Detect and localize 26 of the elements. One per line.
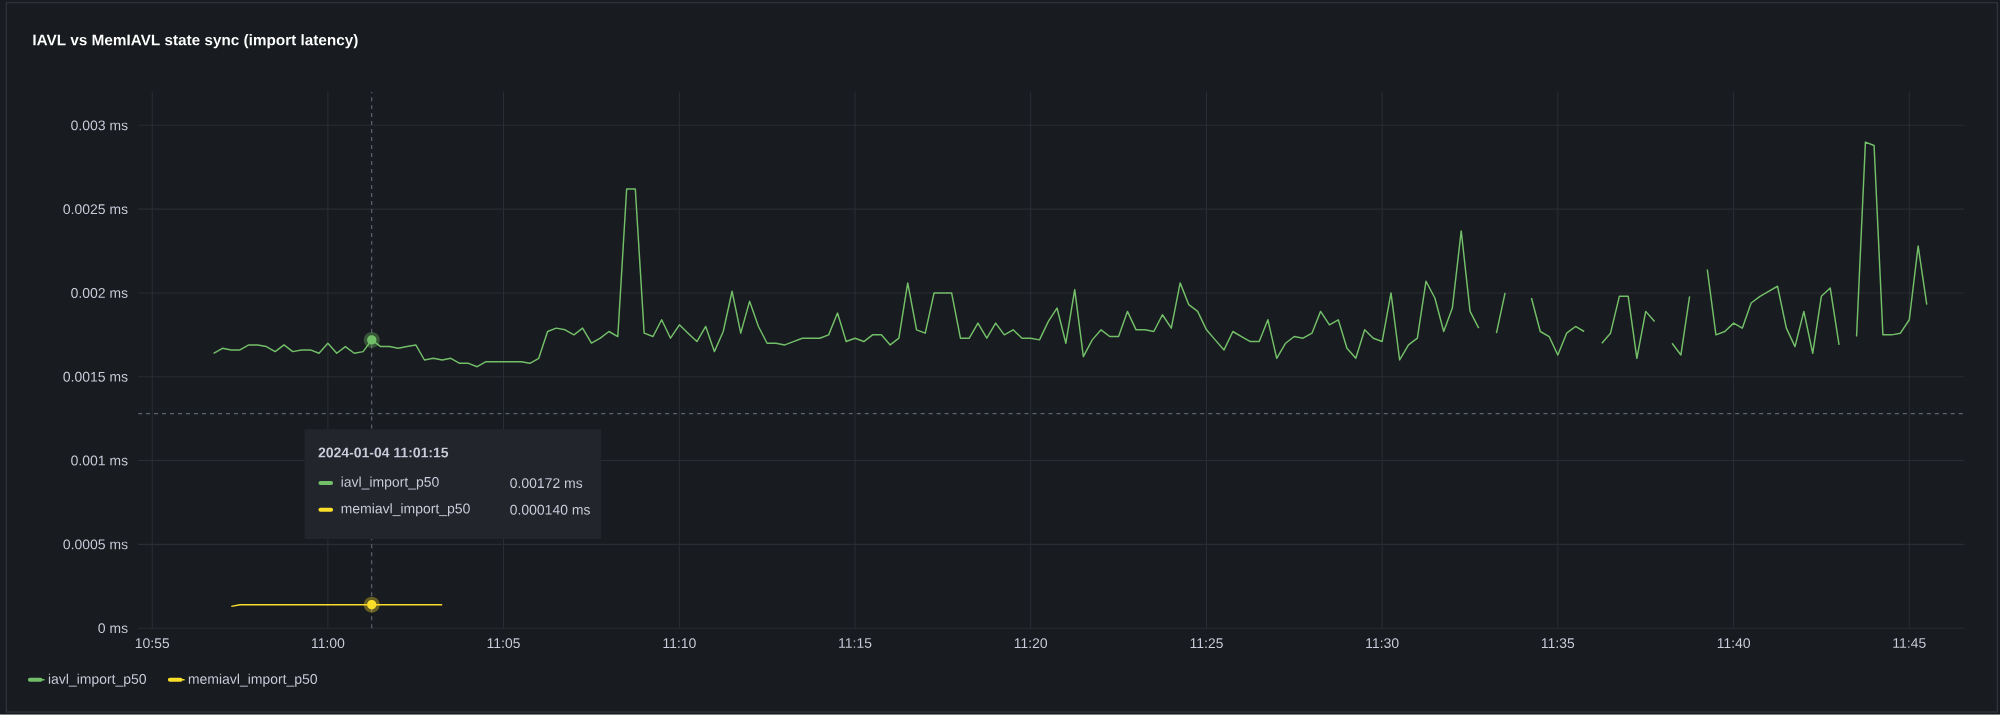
annotation: 0.000140 ms — [510, 504, 590, 515]
y-tick-label: 0.002 ms — [71, 288, 128, 299]
x-tick-label: 11:30 — [1366, 638, 1399, 649]
x-tick-label: 10:55 — [135, 638, 170, 649]
y-tick-label: 0 ms — [98, 623, 128, 634]
y-tick-label: 0.0025 ms — [63, 204, 128, 215]
legend-label: memiavl_import_p50 — [188, 673, 318, 687]
annotation: 2024-01-04 11:01:15 — [318, 447, 449, 458]
x-tick-label: 11:10 — [663, 638, 696, 649]
x-tick-label: 11:40 — [1717, 638, 1751, 649]
text: iavl_import_p50 — [48, 673, 147, 687]
y-tick-label: 0.0015 ms — [63, 371, 128, 382]
x-tick-label: 11:25 — [1190, 638, 1223, 649]
x-tick-label: 11:35 — [1541, 638, 1575, 649]
y-tick-label: 0.0005 ms — [63, 539, 128, 550]
x-tick-label: 11:15 — [839, 638, 872, 649]
chart-title: IAVL vs MemIAVL state sync (import latency) — [33, 34, 358, 49]
y-tick-label: 0.001 ms — [71, 455, 128, 466]
x-tick-label: 11:05 — [487, 638, 520, 649]
x-tick-label: 11:45 — [1893, 638, 1926, 649]
x-tick-label: 11:00 — [311, 638, 345, 649]
x-tick-label: 11:20 — [1014, 638, 1048, 649]
annotation: 0.00172 ms — [510, 478, 583, 489]
text: memiavl_import_p50 — [341, 503, 470, 517]
legend-label: iavl_import_p50 — [341, 476, 439, 490]
y-tick-label: 0.003 ms — [71, 120, 128, 131]
